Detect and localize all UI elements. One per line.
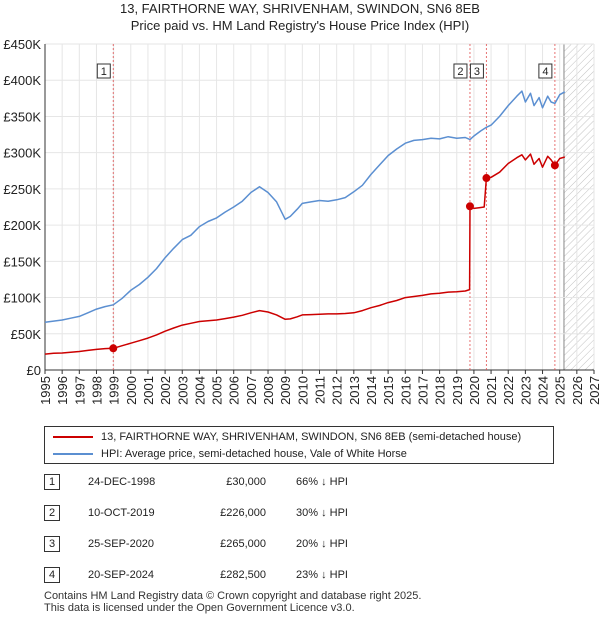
x-tick-label: 2027 bbox=[587, 376, 600, 405]
x-tick-label: 1999 bbox=[107, 376, 122, 405]
y-tick-label: £450K bbox=[3, 37, 41, 52]
legend: 13, FAIRTHORNE WAY, SHRIVENHAM, SWINDON,… bbox=[44, 426, 554, 464]
x-tick-label: 2017 bbox=[415, 376, 430, 405]
y-tick-label: £300K bbox=[3, 146, 41, 161]
sale-point bbox=[550, 161, 559, 170]
sale-date: 24-DEC-1998 bbox=[88, 476, 156, 488]
sale-hpi-delta: 23% ↓ HPI bbox=[296, 569, 348, 581]
sale-date: 25-SEP-2020 bbox=[88, 538, 155, 550]
x-tick-label: 1995 bbox=[38, 376, 53, 405]
x-tick-label: 2026 bbox=[570, 376, 585, 405]
footer: Contains HM Land Registry data © Crown c… bbox=[44, 590, 421, 614]
x-tick-label: 2021 bbox=[484, 376, 499, 405]
x-tick-label: 2000 bbox=[124, 376, 139, 405]
y-tick-label: £400K bbox=[3, 73, 41, 88]
legend-label-hpi: HPI: Average price, semi-detached house,… bbox=[101, 448, 407, 460]
x-tick-label: 2022 bbox=[501, 376, 516, 405]
sale-hpi-delta: 66% ↓ HPI bbox=[296, 476, 348, 488]
forecast-hatch bbox=[563, 44, 594, 370]
sale-point bbox=[482, 174, 491, 183]
sale-price: £226,000 bbox=[220, 507, 266, 519]
legend-item-property: 13, FAIRTHORNE WAY, SHRIVENHAM, SWINDON,… bbox=[53, 429, 521, 445]
y-tick-label: £200K bbox=[3, 218, 41, 233]
chart-svg: £0 £50K £100K £150K £200K £250K £300K £350K £400… bbox=[3, 37, 600, 405]
sale-point bbox=[465, 202, 474, 211]
sale-row: 3 25-SEP-2020 £265,000 20% ↓ HPI bbox=[44, 534, 404, 554]
series-line-property bbox=[44, 153, 566, 355]
y-tick-label: £350K bbox=[3, 109, 41, 124]
footer-licence: This data is licensed under the Open Gov… bbox=[44, 602, 355, 614]
x-tick-label: 2002 bbox=[158, 376, 173, 405]
chart-title-block: 13, FAIRTHORNE WAY, SHRIVENHAM, SWINDON,… bbox=[0, 0, 600, 34]
x-tick-label: 2006 bbox=[227, 376, 242, 405]
sale-point bbox=[109, 344, 118, 353]
y-tick-label: £150K bbox=[3, 254, 41, 269]
sale-marker-box bbox=[453, 63, 468, 79]
x-tick-label: 2005 bbox=[210, 376, 225, 405]
x-tick-label: 2016 bbox=[398, 376, 413, 405]
x-tick-label: 2012 bbox=[330, 376, 345, 405]
sale-marker-box bbox=[469, 63, 484, 79]
x-tick-label: 2019 bbox=[450, 376, 465, 405]
x-tick-label: 2011 bbox=[313, 376, 328, 404]
sale-row: 4 20-SEP-2024 £282,500 23% ↓ HPI bbox=[44, 565, 404, 585]
x-tick-label: 2003 bbox=[175, 376, 190, 405]
sale-date: 20-SEP-2024 bbox=[88, 569, 155, 581]
legend-item-hpi: HPI: Average price, semi-detached house,… bbox=[53, 446, 407, 462]
sale-price: £265,000 bbox=[220, 538, 266, 550]
legend-label-property: 13, FAIRTHORNE WAY, SHRIVENHAM, SWINDON,… bbox=[101, 431, 522, 443]
sale-marker-box bbox=[538, 63, 553, 79]
x-tick-label: 1996 bbox=[55, 376, 70, 405]
sale-marker-box bbox=[96, 63, 111, 79]
sale-row: 1 24-DEC-1998 £30,000 66% ↓ HPI bbox=[44, 472, 404, 492]
x-tick-label: 1998 bbox=[89, 376, 104, 405]
sale-number-badge: 4 bbox=[44, 567, 60, 583]
x-tick-label: 2023 bbox=[518, 376, 533, 405]
sale-hpi-delta: 20% ↓ HPI bbox=[296, 538, 348, 550]
y-tick-label: £100K bbox=[3, 291, 41, 306]
y-tick-label: £50K bbox=[11, 327, 42, 342]
x-tick-label: 2015 bbox=[381, 376, 396, 405]
y-tick-label: £250K bbox=[3, 182, 41, 197]
sale-number-badge: 2 bbox=[44, 505, 60, 521]
legend-swatch-hpi bbox=[53, 453, 93, 456]
sale-marker-label: 2 bbox=[457, 66, 463, 78]
series-line-hpi bbox=[44, 90, 566, 323]
sale-hpi-delta: 30% ↓ HPI bbox=[296, 507, 348, 519]
x-tick-label: 2025 bbox=[553, 376, 568, 405]
sale-row: 2 10-OCT-2019 £226,000 30% ↓ HPI bbox=[44, 503, 404, 523]
legend-swatch-property bbox=[53, 436, 93, 439]
sale-date: 10-OCT-2019 bbox=[88, 507, 155, 519]
footer-copyright: Contains HM Land Registry data © Crown c… bbox=[44, 590, 422, 602]
x-tick-label: 2009 bbox=[278, 376, 293, 405]
x-tick-label: 2024 bbox=[536, 376, 551, 405]
sale-marker-label: 3 bbox=[474, 66, 480, 78]
x-tick-label: 2020 bbox=[467, 376, 482, 405]
x-tick-label: 2013 bbox=[347, 376, 362, 405]
sale-number-badge: 3 bbox=[44, 536, 60, 552]
x-tick-label: 2014 bbox=[364, 376, 379, 405]
x-tick-label: 2007 bbox=[244, 376, 259, 405]
sale-price: £282,500 bbox=[220, 569, 266, 581]
sale-marker-label: 4 bbox=[542, 66, 548, 78]
x-tick-label: 1997 bbox=[72, 376, 87, 405]
sale-price: £30,000 bbox=[226, 476, 266, 488]
x-tick-label: 2010 bbox=[295, 376, 310, 405]
chart-title: 13, FAIRTHORNE WAY, SHRIVENHAM, SWINDON,… bbox=[120, 1, 480, 16]
sale-marker-label: 1 bbox=[101, 66, 107, 78]
x-tick-label: 2018 bbox=[433, 376, 448, 405]
chart-subtitle: Price paid vs. HM Land Registry's House … bbox=[130, 18, 470, 33]
sale-number-badge: 1 bbox=[44, 474, 60, 490]
x-tick-label: 2004 bbox=[192, 376, 207, 405]
y-tick-label: £0 bbox=[27, 363, 41, 378]
x-tick-label: 2008 bbox=[261, 376, 276, 405]
x-tick-label: 2001 bbox=[141, 376, 156, 405]
